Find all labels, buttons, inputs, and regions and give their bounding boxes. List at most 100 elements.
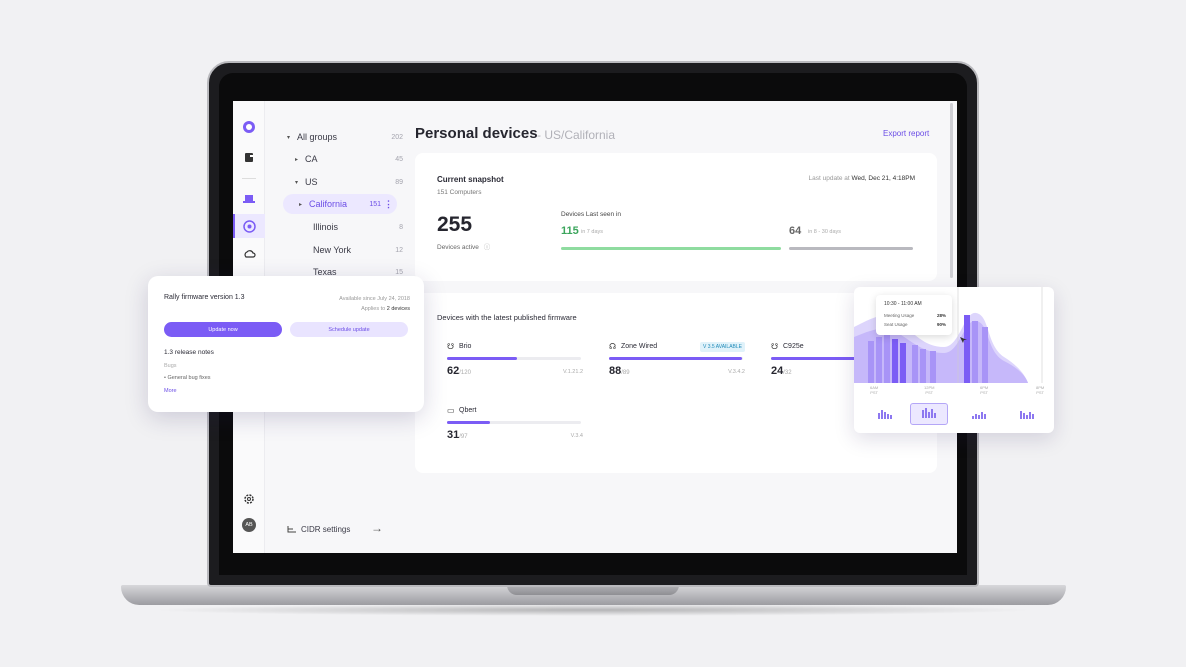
tree-item-label: US: [305, 177, 318, 187]
settings-icon[interactable]: [241, 491, 257, 507]
tree-item-ca[interactable]: ▸ CA 45: [295, 149, 417, 169]
page-title: Personal devices: [415, 125, 538, 142]
more-link[interactable]: More: [164, 388, 177, 394]
device-progress-track: [447, 357, 581, 360]
caret-down-icon[interactable]: ▾: [287, 134, 291, 141]
last-update-value: Wed, Dec 21, 4:18PM: [851, 175, 915, 182]
device-count: 31/97: [447, 429, 468, 441]
device-zone-wired[interactable]: ☊ Zone Wired V 3.5 AVAILABLE 88/89 V.3.4…: [609, 342, 745, 389]
cidr-settings-label: CIDR settings: [301, 525, 351, 534]
caret-right-icon[interactable]: ▸: [299, 201, 303, 208]
laptop-icon[interactable]: [241, 191, 257, 207]
release-notes-title: 1.3 release notes: [164, 349, 214, 356]
tree-item-count: 15: [395, 268, 403, 276]
logo-icon[interactable]: [241, 119, 257, 135]
usage-tooltip: 10:30 - 11:00 AM Meeting Usage 28% Seat …: [876, 295, 952, 335]
snapshot-title: Current snapshot: [437, 175, 504, 184]
chart-thumbnail[interactable]: [866, 403, 904, 425]
group-tree: ▾ All groups 202 ▸ CA 45 ▾ US 89 ▸ Calif…: [281, 101, 411, 553]
cidr-settings-link[interactable]: CIDR settings: [287, 525, 350, 534]
devices-active-label: Devices active ⓘ: [437, 241, 490, 251]
firmware-title: Devices with the latest published firmwa…: [437, 313, 577, 322]
current-snapshot-card: Current snapshot 151 Computers Last upda…: [415, 153, 937, 281]
device-count-value: 62: [447, 365, 460, 377]
page-subtitle: - US/California: [537, 128, 616, 142]
device-name: Brio: [459, 343, 472, 350]
device-c925e[interactable]: ☋ C925e 24/32: [771, 342, 907, 389]
arrow-right-icon[interactable]: →: [371, 521, 383, 535]
last-seen-label: Devices Last seen in: [561, 211, 621, 218]
x-axis-label: 6AM PST: [870, 385, 879, 395]
x-axis-label: 8PM PST: [1036, 385, 1045, 395]
device-progress-track: [609, 357, 743, 360]
tree-item-label: California: [309, 199, 348, 209]
device-name: C925e: [783, 343, 804, 350]
device-progress-fill: [447, 357, 517, 360]
info-icon[interactable]: ⓘ: [483, 244, 491, 251]
applies-prefix: Applies to: [361, 306, 386, 312]
tooltip-row-label: Meeting Usage: [884, 313, 915, 318]
device-qbert[interactable]: ▭ Qbert 31/97 V.3.4: [447, 406, 583, 453]
applies-value: 2 devices: [386, 306, 410, 312]
export-report-link[interactable]: Export report: [883, 129, 930, 138]
tree-item-count: 89: [395, 178, 403, 186]
device-total: /97: [459, 434, 468, 440]
tree-item-new-york[interactable]: New York 12: [313, 240, 417, 260]
device-brio[interactable]: ☋ Brio 62/120 V.1.21.2: [447, 342, 583, 389]
older-devices-count: 64: [789, 225, 802, 237]
avatar[interactable]: AB: [242, 518, 256, 532]
update-available-badge[interactable]: V 3.5 AVAILABLE: [699, 342, 745, 352]
popup-title: Rally firmware version 1.3: [164, 294, 245, 301]
tree-item-label: CA: [305, 154, 318, 164]
tree-item-texas[interactable]: Texas 15: [313, 262, 417, 282]
device-progress-fill: [771, 357, 872, 360]
tooltip-time: 10:30 - 11:00 AM: [884, 301, 922, 307]
tree-item-label: All groups: [297, 132, 338, 142]
tooltip-row-value: 28%: [936, 313, 946, 318]
rail-divider: [242, 178, 256, 179]
older-devices-bar: [789, 247, 913, 250]
update-now-button[interactable]: Update now: [164, 322, 282, 337]
tree-item-count: 202: [391, 133, 403, 141]
dashboard-icon[interactable]: [241, 218, 257, 234]
display-icon: ▭: [447, 406, 455, 415]
tree-item-label: Texas: [313, 267, 337, 277]
tree-item-all-groups[interactable]: ▾ All groups 202: [287, 127, 417, 147]
bug-item: • General bug fixes: [164, 375, 211, 381]
last-update: Last update at Wed, Dec 21, 4:18PM: [809, 175, 915, 182]
network-icon: [287, 526, 296, 533]
tree-item-label: Illinois: [313, 222, 339, 232]
device-count-value: 31: [447, 429, 460, 441]
headset-icon: ☊: [609, 342, 617, 351]
device-progress-fill: [609, 357, 742, 360]
cloud-icon[interactable]: [241, 246, 257, 262]
x-axis-label: 12PM PST: [924, 385, 935, 395]
x-axis-label: 6PM PST: [980, 385, 989, 395]
device-version: V.1.21.2: [563, 369, 583, 375]
last-update-label: Last update at: [808, 175, 850, 182]
caret-right-icon[interactable]: ▸: [295, 156, 299, 163]
device-name: Qbert: [459, 407, 477, 414]
tree-item-illinois[interactable]: Illinois 8: [313, 217, 417, 237]
device-count-value: 24: [771, 365, 784, 377]
more-options-icon[interactable]: ⋮: [384, 198, 393, 209]
device-count: 88/89: [609, 365, 630, 377]
chart-thumbnail[interactable]: [1008, 403, 1046, 425]
device-total: /120: [459, 370, 471, 376]
schedule-update-button[interactable]: Schedule update: [290, 322, 408, 337]
tooltip-row-value: 90%: [936, 322, 946, 327]
caret-down-icon[interactable]: ▾: [295, 179, 299, 186]
device-total: /32: [783, 370, 792, 376]
device-count: 62/120: [447, 365, 471, 377]
scrollbar[interactable]: [950, 103, 953, 278]
usage-chart-card: 10:30 - 11:00 AM Meeting Usage 28% Seat …: [854, 287, 1054, 433]
tree-item-california[interactable]: ▸ California 151 ⋮: [283, 194, 397, 214]
document-icon[interactable]: [241, 149, 257, 165]
tree-item-count: 45: [395, 155, 403, 163]
available-since: Available since July 24, 2018: [339, 296, 410, 302]
tree-item-us[interactable]: ▾ US 89: [295, 172, 417, 192]
firmware-popup: Rally firmware version 1.3 Available sin…: [148, 276, 424, 412]
chart-thumbnail[interactable]: [960, 403, 998, 425]
devices-active-count: 255: [437, 213, 473, 236]
chart-thumbnail-selected[interactable]: [910, 403, 948, 425]
